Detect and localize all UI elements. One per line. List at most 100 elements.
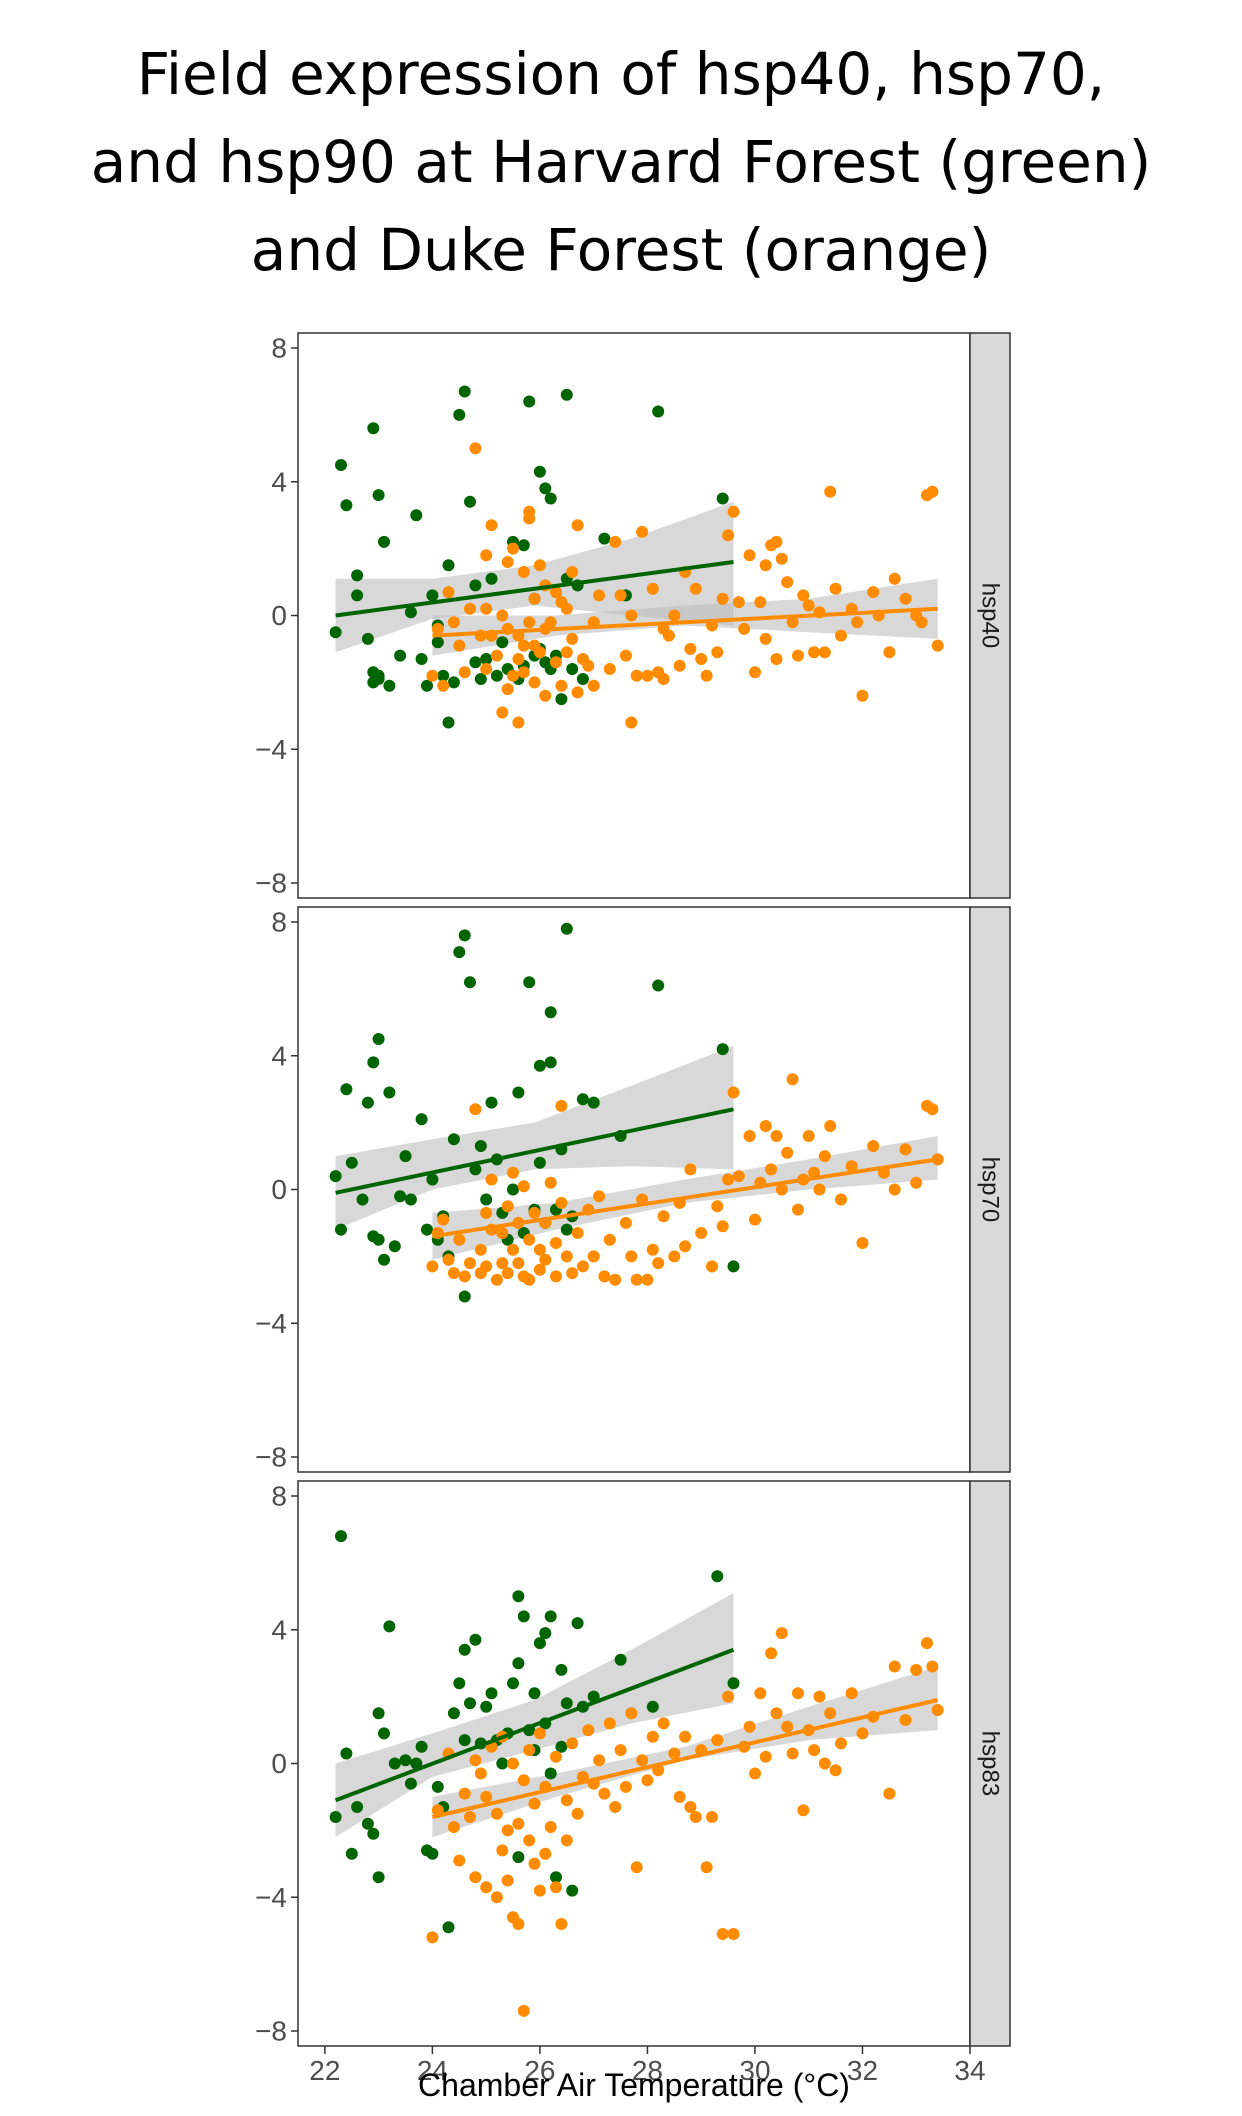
data-point-duke xyxy=(533,1884,546,1897)
data-point-duke xyxy=(727,1086,740,1099)
data-point-duke xyxy=(550,586,562,599)
data-point-duke xyxy=(555,1099,568,1112)
data-point-harvard xyxy=(340,499,353,512)
data-point-duke xyxy=(931,639,944,652)
data-point-harvard xyxy=(587,1096,600,1109)
data-point-harvard xyxy=(372,1233,385,1246)
data-point-duke xyxy=(507,542,519,555)
data-point-duke xyxy=(813,1690,826,1703)
data-point-duke xyxy=(792,649,804,662)
title-line-3: and Duke Forest (orange) xyxy=(250,216,992,284)
data-point-harvard xyxy=(361,1817,374,1830)
data-point-duke xyxy=(512,716,525,729)
data-point-duke xyxy=(781,1720,794,1733)
data-point-harvard xyxy=(571,1617,584,1630)
data-point-duke xyxy=(566,1737,579,1750)
data-point-duke xyxy=(550,1237,562,1249)
data-point-harvard xyxy=(388,1757,401,1770)
data-point-harvard xyxy=(464,976,476,989)
data-point-duke xyxy=(775,1183,788,1196)
data-point-duke xyxy=(539,1253,552,1266)
data-point-duke xyxy=(560,1794,573,1807)
data-point-harvard xyxy=(507,1677,519,1690)
data-point-duke xyxy=(614,1744,627,1757)
data-point-duke xyxy=(926,485,939,498)
data-point-duke xyxy=(480,1260,493,1273)
data-point-duke xyxy=(646,1243,659,1256)
data-point-harvard xyxy=(372,1871,385,1884)
data-point-duke xyxy=(501,1267,514,1280)
data-point-duke xyxy=(684,1801,697,1813)
data-point-harvard xyxy=(345,1156,358,1169)
data-point-duke xyxy=(668,609,681,622)
data-point-duke xyxy=(507,669,519,682)
data-point-duke xyxy=(464,1811,476,1823)
data-point-duke xyxy=(657,1210,670,1223)
data-point-harvard xyxy=(329,626,342,639)
y-tick-label: 4 xyxy=(271,1614,287,1645)
facet-strip xyxy=(969,332,1011,899)
data-point-duke xyxy=(845,1160,858,1173)
data-point-duke xyxy=(566,1267,579,1280)
data-point-duke xyxy=(576,1260,589,1273)
regression-line-harvard xyxy=(334,1647,735,1803)
x-tick-label: 32 xyxy=(847,2055,878,2086)
data-point-duke xyxy=(571,686,584,699)
data-point-duke xyxy=(673,1790,686,1803)
data-point-harvard xyxy=(485,1096,498,1109)
data-point-duke xyxy=(759,1750,772,1763)
data-point-duke xyxy=(523,1273,536,1286)
confidence-band-duke xyxy=(432,1666,938,1838)
data-point-harvard xyxy=(340,1747,353,1760)
data-point-harvard xyxy=(523,976,536,989)
data-point-harvard xyxy=(576,1093,589,1106)
data-point-harvard xyxy=(351,589,364,602)
data-point-duke xyxy=(910,1176,923,1189)
data-point-duke xyxy=(797,589,810,602)
data-point-duke xyxy=(593,1190,606,1203)
data-point-duke xyxy=(571,1227,584,1239)
data-point-duke xyxy=(689,1811,702,1823)
data-point-harvard xyxy=(372,489,385,502)
data-point-duke xyxy=(931,1704,944,1716)
data-point-duke xyxy=(759,1120,772,1132)
data-point-duke xyxy=(759,559,772,572)
data-point-harvard xyxy=(533,1059,546,1072)
title-line-2: and hsp90 at Harvard Forest (green) xyxy=(90,128,1152,196)
data-point-harvard xyxy=(566,663,579,675)
data-point-duke xyxy=(501,1874,514,1887)
data-point-harvard xyxy=(480,1193,493,1206)
data-point-duke xyxy=(765,1647,778,1660)
data-point-harvard xyxy=(329,1811,342,1823)
data-point-harvard xyxy=(566,1884,579,1897)
data-point-duke xyxy=(921,1637,933,1650)
data-point-harvard xyxy=(453,946,466,959)
data-point-harvard xyxy=(496,1757,509,1770)
data-point-harvard xyxy=(512,1086,525,1099)
data-point-harvard xyxy=(512,1590,525,1603)
data-point-duke xyxy=(544,616,557,629)
data-point-harvard xyxy=(410,1757,423,1770)
regression-line-harvard xyxy=(335,1107,734,1195)
data-point-harvard xyxy=(469,1163,482,1176)
data-point-duke xyxy=(743,549,756,562)
data-point-duke xyxy=(888,572,901,585)
data-point-duke xyxy=(523,1233,536,1246)
data-point-duke xyxy=(533,1263,546,1276)
data-point-duke xyxy=(630,1861,643,1874)
data-point-harvard xyxy=(421,679,433,692)
data-point-duke xyxy=(517,2004,530,2017)
data-point-harvard xyxy=(716,1043,729,1056)
data-point-harvard xyxy=(388,1240,401,1253)
y-tick-label: −8 xyxy=(255,868,287,899)
confidence-band-harvard xyxy=(335,1593,734,1838)
data-point-harvard xyxy=(576,673,589,685)
data-point-duke xyxy=(587,1250,600,1263)
data-point-duke xyxy=(571,519,584,532)
data-point-duke xyxy=(593,1754,606,1767)
data-point-duke xyxy=(598,1787,611,1800)
data-point-harvard xyxy=(555,693,568,706)
data-point-duke xyxy=(458,1787,471,1800)
data-point-duke xyxy=(738,622,751,635)
data-point-duke xyxy=(555,1196,568,1209)
